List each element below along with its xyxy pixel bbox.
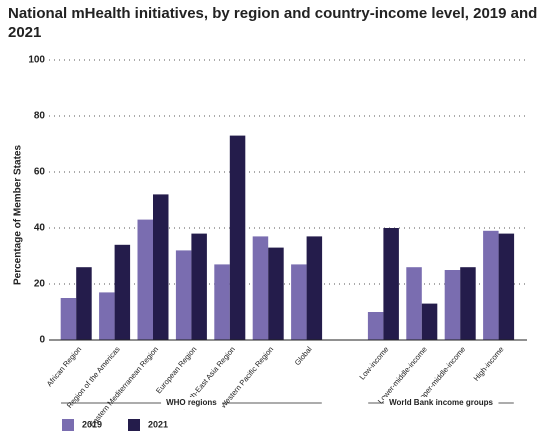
title-box: National mHealth initiatives, by region … [8,5,538,41]
bar [214,264,230,340]
x-tick-label: Eastern Mediterranean Region [87,345,160,429]
x-tick-label: Global [293,345,314,368]
bar [306,236,323,340]
bar [498,233,515,340]
chart-title: National mHealth initiatives, by region … [8,5,538,41]
group-label-bg [384,397,499,409]
y-tick-label: 80 [34,111,46,122]
bar [191,233,207,340]
bar [99,292,115,340]
group-label-bg [161,397,223,409]
legend-swatch [128,419,140,431]
x-tick-label: European Region [154,345,198,396]
bar [60,298,77,340]
x-tick-label: African Region [45,345,84,388]
bar [291,264,307,340]
legend-label: 2019 [82,419,102,429]
bar [383,228,399,340]
bar [137,219,153,340]
y-tick-label: 20 [34,279,46,290]
y-tick-label: 60 [34,167,46,178]
bar [460,267,476,340]
bar [76,267,92,340]
legend-swatch [62,419,74,431]
y-tick-label: 40 [34,223,46,234]
legend-label: 2021 [148,419,168,429]
bar [229,135,246,340]
group-label: WHO regions [166,398,217,407]
x-tick-label: High-income [472,345,506,383]
bar [444,270,461,340]
bar [153,194,169,340]
bar [268,247,284,340]
y-axis-label: Percentage of Member States [13,145,24,285]
bar [252,236,269,340]
y-tick-label: 0 [39,335,45,346]
y-tick-label: 100 [28,55,45,66]
bar [421,303,438,340]
bar [483,230,499,340]
bar [114,244,131,340]
group-label: World Bank income groups [389,398,493,407]
x-tick-label: Low-income [358,345,391,382]
bar [175,250,192,340]
bar [367,312,384,340]
bar [406,267,422,340]
